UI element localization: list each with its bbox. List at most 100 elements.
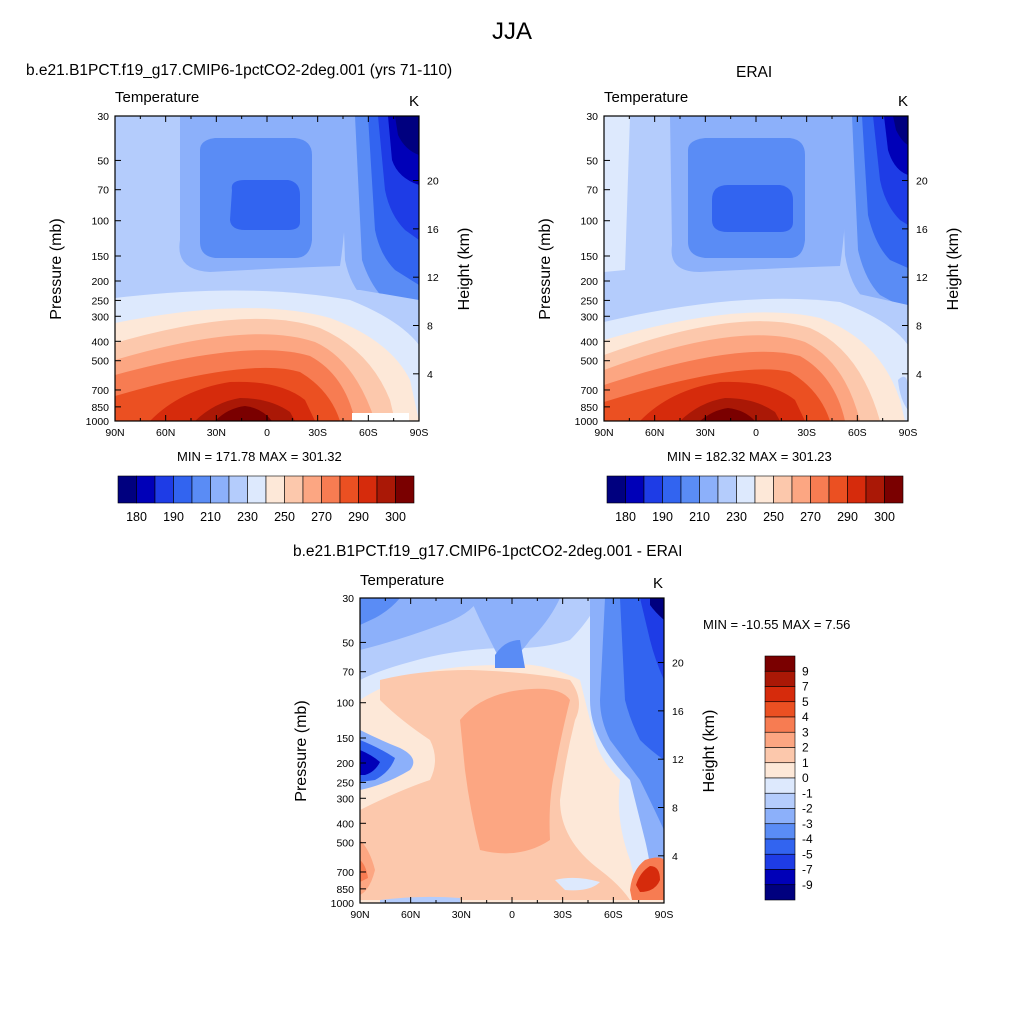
panel-2-contour-field (604, 116, 908, 421)
panel-1-colorbar-box (247, 475, 267, 504)
panel-3-x-tick-label: 60N (401, 909, 420, 921)
panel-1-colorbar-box (173, 475, 193, 504)
panel-3-field-label: Temperature (360, 572, 445, 589)
panel-3-y2-axis-title: Height (km) (701, 710, 718, 793)
panel-3-colorbar-box (764, 731, 796, 748)
panel-2-y-tick-label: 500 (580, 356, 598, 368)
panel-1-colorbar-box (339, 475, 359, 504)
panel-3-colorbar-box (764, 792, 796, 809)
panel-1-colorbar-box (210, 475, 230, 504)
panel-3-y-tick-label: 30 (342, 593, 354, 605)
panel-1-contour-field (115, 116, 419, 421)
panel-2-y-tick-label: 70 (586, 185, 598, 197)
panel-3-x-tick-label: 90S (655, 909, 674, 921)
panel-2-colorbar-box (884, 475, 904, 504)
panel-2-y-tick-label: 100 (580, 216, 598, 228)
panel-2-colorbar-box (680, 475, 700, 504)
panel-1-y-axis-title: Pressure (mb) (48, 218, 65, 319)
panel-3-y-tick-label: 500 (336, 838, 354, 850)
panel-1-y-tick-label: 200 (91, 276, 109, 288)
panel-2-colorbar-box (625, 475, 645, 504)
panel-3-colorbar-box (764, 853, 796, 870)
panel-2-colorbar-box (791, 475, 811, 504)
panel-2-units-label: K (898, 93, 909, 110)
panel-1-y-tick-label: 300 (91, 311, 109, 323)
panel-1-field-label: Temperature (115, 89, 200, 106)
panel-2-y-axis-title: Pressure (mb) (537, 218, 554, 319)
panel-3-colorbar-box (764, 808, 796, 825)
panel-3-colorbar-label: 1 (802, 756, 809, 770)
panel-1-colorbar-label: 180 (126, 510, 147, 524)
panel-1-colorbar-label: 290 (348, 510, 369, 524)
panel-3-y-tick-label: 70 (342, 667, 354, 679)
panel-2-y-tick-label: 300 (580, 311, 598, 323)
panel-1-y-tick-label: 50 (97, 155, 109, 167)
panel-1-colorbar-box (265, 475, 285, 504)
panel-1-colorbar-label: 250 (274, 510, 295, 524)
panel-2-colorbar-label: 210 (689, 510, 710, 524)
panel-3-y2-tick-label: 8 (672, 803, 678, 815)
panel-3-contour-field (360, 598, 664, 903)
panel-2-x-tick-label: 60S (848, 427, 867, 439)
panel-3-colorbar-label: -5 (802, 847, 813, 861)
panel-2-y-tick-label: 50 (586, 155, 598, 167)
panel-3-colorbar-box (764, 716, 796, 733)
panel-1-colorbar-box (302, 475, 322, 504)
panel-1-y-tick-label: 100 (91, 216, 109, 228)
panel-2-colorbar-box (662, 475, 682, 504)
panel-2-y2-tick-label: 12 (916, 272, 928, 284)
panel-2-y-tick-label: 250 (580, 295, 598, 307)
panel-2-y-tick-label: 30 (586, 111, 598, 123)
panel-3-x-tick-label: 60S (604, 909, 623, 921)
panel-1-y-tick-label: 850 (91, 402, 109, 414)
panel-2-y-tick-label: 400 (580, 336, 598, 348)
panel-3-colorbar-label: 5 (802, 695, 809, 709)
panel-2-min-max: MIN = 182.32 MAX = 301.23 (667, 449, 832, 464)
panel-3-colorbar-label: -3 (802, 817, 813, 831)
panel-1-colorbar-box (321, 475, 341, 504)
panel-1-colorbar-box (284, 475, 304, 504)
panel-1-colorbar-box (154, 475, 174, 504)
panel-2-colorbar-label: 230 (726, 510, 747, 524)
panel-1-x-tick-label: 30S (308, 427, 327, 439)
figure-title: JJA (491, 18, 532, 45)
panel-2-y2-tick-label: 8 (916, 321, 922, 333)
panel-1-y2-tick-label: 16 (427, 224, 439, 236)
panel-1-y2-tick-label: 8 (427, 321, 433, 333)
panel-1-colorbar-label: 190 (163, 510, 184, 524)
panel-1-y-tick-label: 700 (91, 385, 109, 397)
panel-2-colorbar-box (847, 475, 867, 504)
panel-2-colorbar-box (736, 475, 756, 504)
panel-2-colorbar-label: 290 (837, 510, 858, 524)
panel-1-y-tick-label: 1000 (86, 416, 110, 428)
panel-2-x-tick-label: 60N (645, 427, 664, 439)
panel-3-colorbar-label: 2 (802, 741, 809, 755)
panel-1-colorbar-box (191, 475, 211, 504)
panel-2-colorbar-box (828, 475, 848, 504)
panel-2-colorbar-box (773, 475, 793, 504)
panel-2-colorbar-box (865, 475, 885, 504)
panel-1-colorbar-label: 230 (237, 510, 258, 524)
panel-3-y2-tick-label: 12 (672, 754, 684, 766)
panel-1-x-tick-label: 90N (105, 427, 124, 439)
panel-1-x-tick-label: 90S (410, 427, 429, 439)
panel-1-units-label: K (409, 93, 420, 110)
panel-3-title: b.e21.B1PCT.f19_g17.CMIP6-1pctCO2-2deg.0… (293, 543, 683, 560)
panel-3-colorbar-box (764, 686, 796, 703)
panel-3-y-tick-label: 400 (336, 818, 354, 830)
panel-1-x-tick-label: 60N (156, 427, 175, 439)
panel-3-colorbar-box (764, 838, 796, 855)
panel-1-colorbar-box (136, 475, 156, 504)
panel-3-colorbar-box (764, 869, 796, 886)
panel-1-colorbar-box (395, 475, 415, 504)
panel-1-colorbar-label: 300 (385, 510, 406, 524)
panel-1-y-tick-label: 30 (97, 111, 109, 123)
panel-2-y2-tick-label: 4 (916, 369, 922, 381)
panel-3-colorbar-label: -4 (802, 832, 813, 846)
panel-3-colorbar-box (764, 655, 796, 672)
panel-3-y-tick-label: 1000 (331, 898, 355, 910)
panel-2-y2-axis-title: Height (km) (945, 228, 962, 311)
panel-1-y2-axis-title: Height (km) (456, 228, 473, 311)
panel-3-y2-tick-label: 20 (672, 658, 684, 670)
